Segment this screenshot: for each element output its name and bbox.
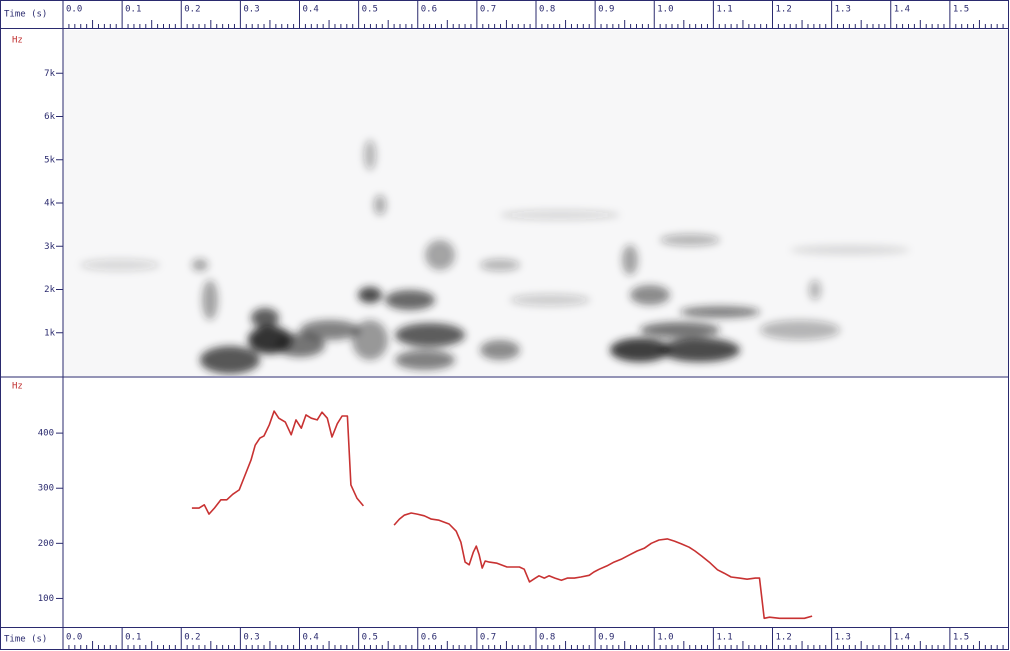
y-tick-label: 400 — [38, 429, 54, 439]
y-axis-label: Hz — [12, 382, 23, 392]
spectral-energy — [809, 280, 821, 300]
y-tick-label: 300 — [38, 484, 54, 494]
x-tick-label: 0.5 — [362, 633, 378, 643]
x-tick-label: 0.6 — [421, 5, 437, 15]
spectral-energy — [358, 287, 382, 303]
spectral-energy — [385, 290, 435, 310]
y-tick-label: 200 — [38, 539, 54, 549]
spectral-energy — [510, 294, 590, 306]
y-tick-label: 100 — [38, 594, 54, 604]
x-axis-label: Time (s) — [4, 10, 47, 20]
spectral-energy — [80, 259, 160, 271]
x-tick-label: 0.9 — [598, 5, 614, 15]
x-tick-label: 1.4 — [894, 633, 910, 643]
x-tick-label: 0.0 — [66, 5, 82, 15]
spectral-energy — [425, 240, 455, 270]
x-tick-label: 0.2 — [184, 5, 200, 15]
x-tick-label: 0.7 — [480, 633, 496, 643]
x-tick-label: 0.9 — [598, 633, 614, 643]
x-tick-label: 1.3 — [835, 5, 851, 15]
x-tick-label: 1.4 — [894, 5, 910, 15]
spectral-energy — [364, 140, 376, 170]
spectral-energy — [790, 245, 910, 255]
y-tick-label: 6k — [44, 112, 55, 122]
x-tick-label: 0.1 — [125, 633, 141, 643]
spectral-energy — [202, 280, 218, 320]
y-tick-label: 4k — [44, 199, 55, 209]
y-tick-label: 3k — [44, 242, 55, 252]
x-tick-label: 1.1 — [716, 5, 732, 15]
x-tick-label: 0.7 — [480, 5, 496, 15]
x-tick-label: 0.6 — [421, 633, 437, 643]
spectral-energy — [352, 320, 388, 360]
x-tick-label: 0.8 — [539, 5, 555, 15]
spectral-energy — [300, 320, 360, 340]
praat-view: Time (s) Time (s) Hz Hz 0.0 0.1 0.2 0.3 0.4 0… — [0, 0, 1010, 651]
x-tick-label: 0.0 — [66, 633, 82, 643]
y-tick-label: 1k — [44, 328, 55, 338]
x-tick-label: 0.8 — [539, 633, 555, 643]
spectral-energy — [680, 306, 760, 318]
x-tick-label: 1.0 — [657, 633, 673, 643]
x-tick-label: 1.0 — [657, 5, 673, 15]
spectral-energy — [640, 322, 720, 338]
x-tick-label: 0.4 — [303, 5, 319, 15]
x-tick-label: 0.1 — [125, 5, 141, 15]
spectral-energy — [480, 259, 520, 271]
x-tick-label: 0.3 — [243, 633, 259, 643]
spectral-energy — [622, 245, 638, 275]
spectral-energy — [630, 285, 670, 305]
x-tick-label: 1.2 — [776, 633, 792, 643]
spectral-energy — [374, 195, 386, 215]
y-tick-label: 5k — [44, 155, 55, 165]
x-tick-label: 1.5 — [953, 5, 969, 15]
spectral-energy — [395, 323, 465, 347]
x-axis-label: Time (s) — [4, 635, 47, 645]
y-axis-label: Hz — [12, 36, 23, 46]
y-tick-label: 7k — [44, 69, 55, 79]
x-tick-label: 0.2 — [184, 633, 200, 643]
x-tick-label: 0.4 — [303, 633, 319, 643]
spectral-energy — [395, 350, 455, 370]
spectral-energy — [192, 259, 208, 271]
spectral-energy — [200, 346, 260, 374]
spectral-energy — [660, 338, 740, 362]
pitch-panel — [63, 378, 1008, 626]
x-tick-label: 1.5 — [953, 633, 969, 643]
x-tick-label: 1.3 — [835, 633, 851, 643]
x-tick-label: 1.1 — [716, 633, 732, 643]
spectral-energy — [500, 210, 620, 220]
spectral-energy — [760, 320, 840, 340]
x-tick-label: 0.3 — [243, 5, 259, 15]
x-tick-label: 0.5 — [362, 5, 378, 15]
y-tick-label: 2k — [44, 285, 55, 295]
spectrogram-panel — [63, 30, 1008, 376]
spectral-energy — [480, 340, 520, 360]
spectral-energy — [251, 308, 279, 328]
x-tick-label: 1.2 — [776, 5, 792, 15]
spectral-energy — [660, 234, 720, 246]
